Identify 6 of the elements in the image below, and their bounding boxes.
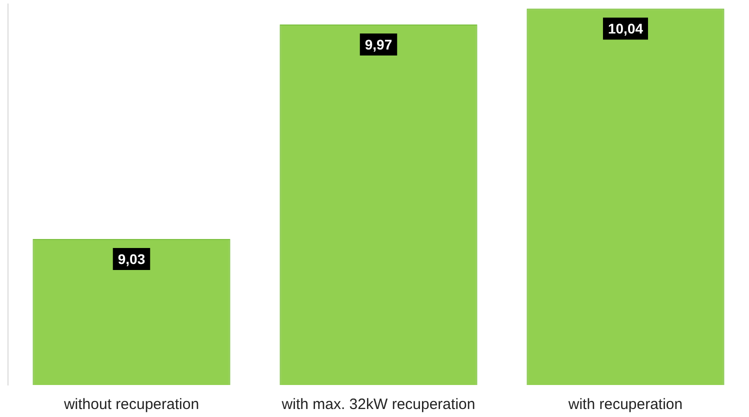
data-label: 9,97 <box>364 36 392 52</box>
data-label: 9,03 <box>118 250 146 267</box>
x-tick-label: with recuperation <box>567 396 683 414</box>
x-tick-label: with max. 32kW recuperation <box>280 396 476 414</box>
x-tick-label: without recuperation <box>62 396 200 414</box>
data-label: 10,04 <box>608 20 644 36</box>
